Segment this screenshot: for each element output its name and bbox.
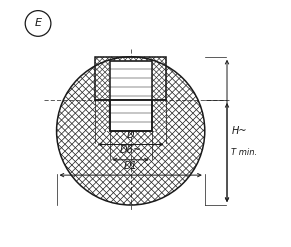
Bar xyxy=(110,61,152,131)
Bar xyxy=(110,100,152,131)
Text: H~: H~ xyxy=(231,126,247,136)
Bar xyxy=(95,57,166,131)
Text: D1: D1 xyxy=(124,161,138,171)
Text: T min.: T min. xyxy=(231,148,258,157)
Bar xyxy=(110,61,152,131)
Text: D6~: D6~ xyxy=(120,145,142,155)
Bar xyxy=(95,57,166,100)
Text: E: E xyxy=(35,19,42,28)
Text: D: D xyxy=(127,130,134,140)
